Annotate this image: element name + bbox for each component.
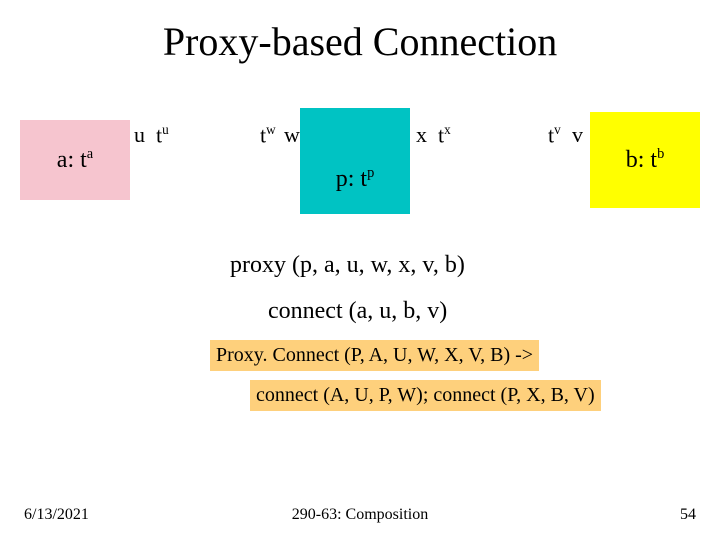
port-label: tu (156, 122, 169, 148)
port-label: v (572, 122, 583, 148)
page-title: Proxy-based Connection (0, 18, 720, 65)
footer-page: 54 (680, 506, 696, 524)
node-a: a: ta (20, 120, 130, 200)
connect-call-line: connect (a, u, b, v) (268, 298, 447, 325)
footer-center: 290-63: Composition (0, 506, 720, 524)
port-label: tw (260, 122, 276, 148)
node-b: b: tb (590, 112, 700, 208)
port-label: tx (438, 122, 451, 148)
port-label: u (134, 122, 145, 148)
node-b-label: b: tb (626, 146, 665, 174)
node-p: p: tp (300, 108, 410, 214)
port-label: tv (548, 122, 561, 148)
port-label: x (416, 122, 427, 148)
node-a-label: a: ta (57, 146, 93, 174)
proxy-call-line: proxy (p, a, u, w, x, v, b) (230, 252, 465, 279)
proxy-connect-box: Proxy. Connect (P, A, U, W, X, V, B) -> (210, 340, 539, 371)
connect-expand-box: connect (A, U, P, W); connect (P, X, B, … (250, 380, 601, 411)
port-label: w (284, 122, 300, 148)
node-p-label: p: tp (336, 165, 375, 193)
